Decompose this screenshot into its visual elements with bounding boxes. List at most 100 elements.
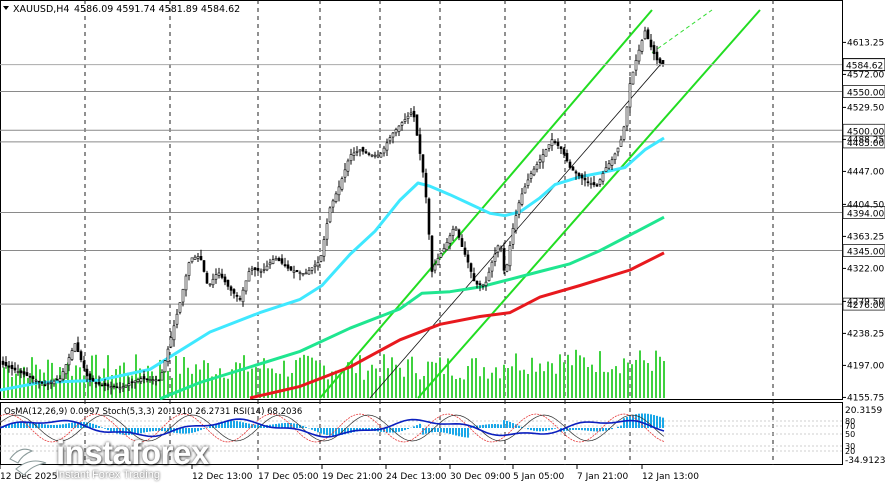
candle-body xyxy=(170,337,172,346)
candle-body xyxy=(152,380,154,381)
candle-body xyxy=(347,161,349,171)
osma-bar xyxy=(530,428,532,430)
candle-body xyxy=(86,369,88,376)
candle-body xyxy=(410,113,412,114)
volume-bar xyxy=(163,371,165,398)
ohlc-values-label: 4586.09 4591.74 4581.89 4584.62 xyxy=(74,4,240,15)
candle-body xyxy=(518,203,520,214)
volume-bar xyxy=(183,357,185,398)
candle-body xyxy=(593,182,595,184)
candle-body xyxy=(254,268,256,270)
osma-bar xyxy=(149,428,151,432)
volume-bar xyxy=(483,367,485,398)
candle-body xyxy=(230,287,232,291)
osma-bar xyxy=(506,421,508,428)
volume-bar xyxy=(607,372,609,398)
candle-body xyxy=(131,382,133,383)
osma-bar xyxy=(482,425,484,428)
volume-bar xyxy=(519,370,521,398)
candle-body xyxy=(308,270,310,274)
volume-bar xyxy=(515,353,517,398)
osma-bar xyxy=(653,415,655,428)
trend-channel-line xyxy=(320,10,652,398)
candle-body xyxy=(380,153,382,157)
osma-bar xyxy=(197,428,199,431)
osma-bar xyxy=(503,420,505,428)
volume-bar xyxy=(367,371,369,398)
time-axis-label: 12 Dec 2025 xyxy=(0,472,58,482)
candle-body xyxy=(11,365,13,368)
candle-body xyxy=(638,50,640,61)
candle-body xyxy=(221,274,223,277)
candle-body xyxy=(500,248,502,249)
candle-body xyxy=(530,174,532,179)
osma-bar xyxy=(107,428,109,430)
osma-bar xyxy=(452,428,454,435)
volume-bar xyxy=(71,376,73,398)
volume-bar xyxy=(387,368,389,398)
candle-body xyxy=(98,382,100,384)
candle-body xyxy=(650,40,652,47)
volume-bar xyxy=(639,350,641,398)
candle-body xyxy=(572,167,574,170)
osma-bar xyxy=(659,417,661,428)
volume-bar xyxy=(531,358,533,398)
volume-bar xyxy=(295,360,297,398)
volume-bar xyxy=(463,379,465,398)
time-axis-label: 19 Dec 21:00 xyxy=(322,472,383,482)
osma-bar xyxy=(191,428,193,433)
candle-body xyxy=(92,378,94,381)
osma-bar xyxy=(464,428,466,437)
price-tick-label: 4613.25 xyxy=(847,38,884,48)
volume-bar xyxy=(371,365,373,398)
osma-bar xyxy=(320,428,322,433)
candle-body xyxy=(389,138,391,141)
candle-body xyxy=(311,268,313,271)
volume-bar xyxy=(283,361,285,398)
candle-body xyxy=(656,52,658,60)
candle-body xyxy=(425,173,427,197)
candle-body xyxy=(431,236,433,272)
osma-bar xyxy=(398,428,400,432)
candle-body xyxy=(128,384,130,386)
candle-body xyxy=(527,180,529,186)
osma-bar xyxy=(593,428,595,431)
volume-bar xyxy=(631,364,633,398)
candle-body xyxy=(173,326,175,340)
osma-bar xyxy=(137,428,139,434)
candle-body xyxy=(419,135,421,154)
osma-bar xyxy=(200,428,202,430)
volume-bar xyxy=(439,357,441,398)
osma-bar xyxy=(551,428,553,430)
level-label: 4394.00 xyxy=(847,210,884,220)
candle-body xyxy=(377,155,379,157)
candle-body xyxy=(56,379,58,380)
volume-bar xyxy=(343,370,345,398)
candle-body xyxy=(17,371,19,372)
osma-bar xyxy=(623,418,625,428)
candle-body xyxy=(29,376,31,377)
volume-bar xyxy=(571,365,573,398)
volume-bar xyxy=(335,371,337,398)
candle-body xyxy=(617,148,619,152)
candle-body xyxy=(80,352,82,360)
candle-body xyxy=(242,290,244,302)
candle-body xyxy=(275,258,277,260)
candle-body xyxy=(356,151,358,152)
volume-bar xyxy=(79,367,81,398)
candle-body xyxy=(8,366,10,367)
volume-bar xyxy=(555,374,557,398)
candle-body xyxy=(14,368,16,370)
candle-body xyxy=(359,150,361,151)
osma-bar xyxy=(326,428,328,435)
osma-bar xyxy=(554,428,556,429)
candle-body xyxy=(524,187,526,193)
candle-body xyxy=(632,72,634,84)
osma-bar xyxy=(317,428,319,432)
candle-body xyxy=(281,259,283,264)
osma-bar xyxy=(323,428,325,434)
osma-bar xyxy=(254,425,256,428)
candle-body xyxy=(143,376,145,378)
volume-bar xyxy=(583,357,585,398)
candle-body xyxy=(608,164,610,168)
